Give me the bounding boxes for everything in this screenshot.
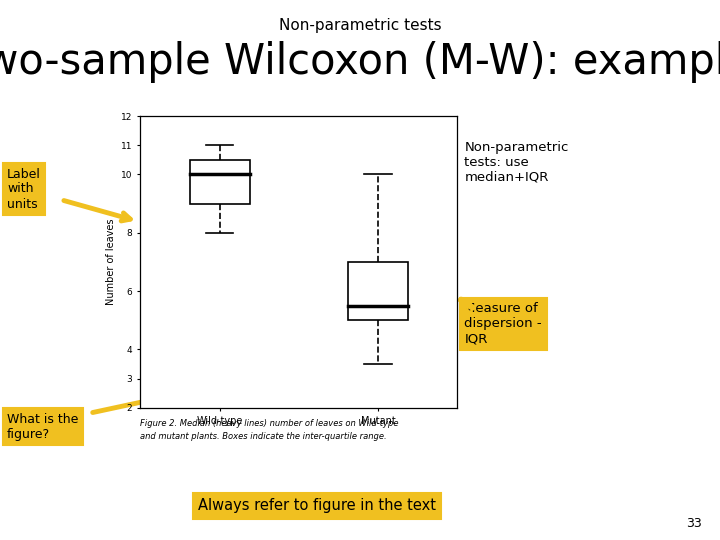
Text: What is the
figure?: What is the figure? — [7, 413, 78, 441]
Text: Label
with
units: Label with units — [7, 167, 41, 211]
Text: Figure 2. Median (heavy lines) number of leaves on Wild-type: Figure 2. Median (heavy lines) number of… — [140, 418, 399, 428]
Text: Non-parametric tests: Non-parametric tests — [279, 18, 441, 33]
Text: two-sample Wilcoxon (M-W): example: two-sample Wilcoxon (M-W): example — [0, 41, 720, 83]
Text: 33: 33 — [686, 517, 702, 530]
Text: Always refer to figure in the text: Always refer to figure in the text — [198, 498, 436, 514]
Text: Non-parametric
tests: use
median+IQR: Non-parametric tests: use median+IQR — [464, 140, 569, 184]
Text: and mutant plants. Boxes indicate the inter-quartile range.: and mutant plants. Boxes indicate the in… — [140, 432, 387, 441]
Y-axis label: Number of leaves: Number of leaves — [107, 219, 117, 305]
Bar — [348, 262, 408, 320]
Text: Measure of
dispersion -
IQR: Measure of dispersion - IQR — [464, 302, 542, 346]
Bar — [189, 160, 250, 204]
